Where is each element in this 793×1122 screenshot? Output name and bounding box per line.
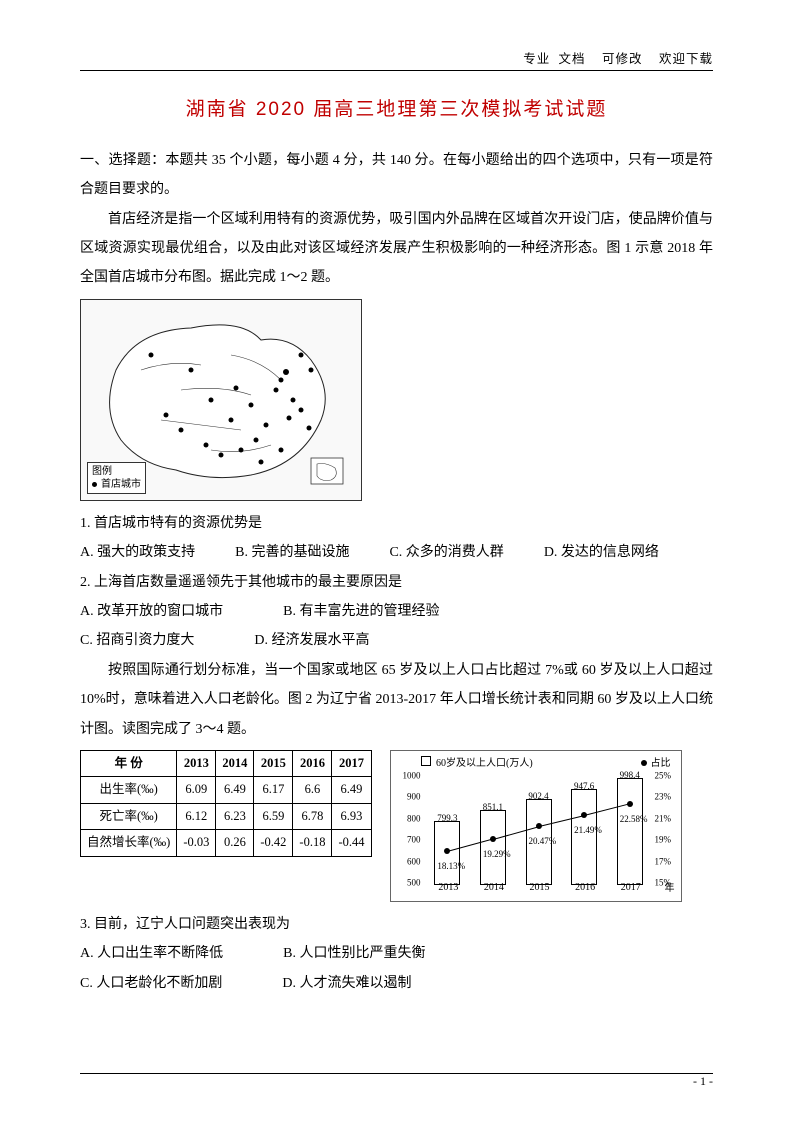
table-row: 自然增长率(‰) -0.03 0.26 -0.42 -0.18 -0.44	[81, 830, 372, 857]
header-divider	[80, 70, 713, 71]
page-content: 湖南省 2020 届高三地理第三次模拟考试试题 一、选择题：本题共 35 个小题…	[80, 90, 713, 998]
chart-xlabel: 2015	[520, 877, 560, 898]
chart-y2tick: 23%	[655, 788, 672, 807]
table-row: 死亡率(‰) 6.12 6.23 6.59 6.78 6.93	[81, 803, 372, 830]
passage-2: 按照国际通行划分标准，当一个国家或地区 65 岁及以上人口占比超过 7%或 60…	[80, 656, 713, 744]
q3-opt-a: A. 人口出生率不断降低	[80, 939, 223, 968]
exam-title: 湖南省 2020 届高三地理第三次模拟考试试题	[80, 90, 713, 130]
q2-opt-b: B. 有丰富先进的管理经验	[283, 597, 439, 626]
chart-ytick: 500	[407, 874, 421, 893]
chart-y2-axis: 15%17%19%21%23%25%	[653, 765, 679, 887]
legend-dot-icon	[92, 482, 97, 487]
chart-y2tick: 17%	[655, 852, 672, 871]
chart-plot-area: 799.3201318.13%851.1201419.29%902.420152…	[425, 767, 653, 885]
q3-options-row2: C. 人口老龄化不断加剧 D. 人才流失难以遏制	[80, 969, 713, 998]
chart-ytick: 700	[407, 831, 421, 850]
population-60plus-chart: 60岁及以上人口(万人) 占比 5006007008009001000 15%1…	[390, 750, 682, 902]
chart-xlabel: 2017	[611, 877, 651, 898]
header-tag: 文档	[558, 52, 585, 66]
q1-opt-c: C. 众多的消费人群	[389, 538, 503, 567]
chart-ytick: 1000	[403, 766, 421, 785]
q2-opt-c: C. 招商引资力度大	[80, 626, 194, 655]
q3-options-row1: A. 人口出生率不断降低 B. 人口性别比严重失衡	[80, 939, 713, 968]
chart-bar-value: 947.6	[572, 777, 596, 796]
q2-options-row1: A. 改革开放的窗口城市 B. 有丰富先进的管理经验	[80, 597, 713, 626]
chart-x-unit: 年	[665, 878, 675, 899]
q3-stem: 3. 目前，辽宁人口问题突出表现为	[80, 910, 713, 939]
figure-2-row: 年 份 2013 2014 2015 2016 2017 出生率(‰) 6.09…	[80, 750, 713, 902]
chart-bar-value: 998.4	[618, 766, 642, 785]
th-2016: 2016	[293, 750, 332, 777]
population-growth-table: 年 份 2013 2014 2015 2016 2017 出生率(‰) 6.09…	[80, 750, 372, 857]
q1-options: A. 强大的政策支持 B. 完善的基础设施 C. 众多的消费人群 D. 发达的信…	[80, 538, 713, 567]
q3-opt-b: B. 人口性别比严重失衡	[283, 939, 425, 968]
q3-opt-c: C. 人口老龄化不断加剧	[80, 969, 222, 998]
chart-point-label: 21.49%	[574, 821, 602, 840]
legend-item-label: 首店城市	[101, 478, 141, 491]
chart-bar: 998.42017	[617, 778, 643, 885]
passage-1: 首店经济是指一个区域利用特有的资源优势，吸引国内外品牌在区域首次开设门店，使品牌…	[80, 205, 713, 293]
q1-stem: 1. 首店城市特有的资源优势是	[80, 509, 713, 538]
th-2014: 2014	[216, 750, 254, 777]
chart-point-label: 22.58%	[620, 810, 648, 829]
header-tag: 可修改	[602, 52, 643, 66]
chart-point-label: 18.13%	[437, 857, 465, 876]
th-2017: 2017	[332, 750, 371, 777]
page-number: - 1 -	[693, 1069, 713, 1094]
q1-opt-d: D. 发达的信息网络	[544, 538, 659, 567]
header-meta: 专业 文档 可修改 欢迎下载	[523, 46, 713, 72]
chart-xlabel: 2014	[474, 877, 514, 898]
chart-ytick: 900	[407, 788, 421, 807]
q2-opt-a: A. 改革开放的窗口城市	[80, 597, 223, 626]
chart-xlabel: 2013	[428, 877, 468, 898]
q2-stem: 2. 上海首店数量遥遥领先于其他城市的最主要原因是	[80, 568, 713, 597]
chart-xlabel: 2016	[565, 877, 605, 898]
chart-y2tick: 25%	[655, 766, 672, 785]
header-tag: 欢迎下载	[659, 52, 713, 66]
chart-ytick: 800	[407, 809, 421, 828]
header-tag: 专业	[523, 52, 550, 66]
table-row: 出生率(‰) 6.09 6.49 6.17 6.6 6.49	[81, 777, 372, 804]
table-header-row: 年 份 2013 2014 2015 2016 2017	[81, 750, 372, 777]
chart-y2tick: 19%	[655, 831, 672, 850]
section-instructions: 一、选择题：本题共 35 个小题，每小题 4 分，共 140 分。在每小题给出的…	[80, 146, 713, 205]
q2-options-row2: C. 招商引资力度大 D. 经济发展水平高	[80, 626, 713, 655]
chart-y-axis: 5006007008009001000	[393, 765, 423, 887]
chart-bar-value: 902.4	[527, 787, 551, 806]
q1-opt-a: A. 强大的政策支持	[80, 538, 195, 567]
chart-bar-value: 799.3	[435, 809, 459, 828]
figure-1-china-map: 图例 首店城市	[80, 299, 362, 501]
chart-point-label: 19.29%	[483, 845, 511, 864]
chart-bar-value: 851.1	[481, 798, 505, 817]
th-2015: 2015	[254, 750, 293, 777]
chart-y2tick: 21%	[655, 809, 672, 828]
map-legend: 图例 首店城市	[87, 462, 146, 494]
q2-opt-d: D. 经济发展水平高	[254, 626, 369, 655]
chart-point-label: 20.47%	[529, 832, 557, 851]
th-2013: 2013	[177, 750, 216, 777]
chart-ytick: 600	[407, 852, 421, 871]
th-year: 年 份	[81, 750, 177, 777]
q1-opt-b: B. 完善的基础设施	[235, 538, 349, 567]
footer-divider	[80, 1073, 713, 1074]
legend-title: 图例	[92, 465, 141, 478]
q3-opt-d: D. 人才流失难以遏制	[282, 969, 411, 998]
